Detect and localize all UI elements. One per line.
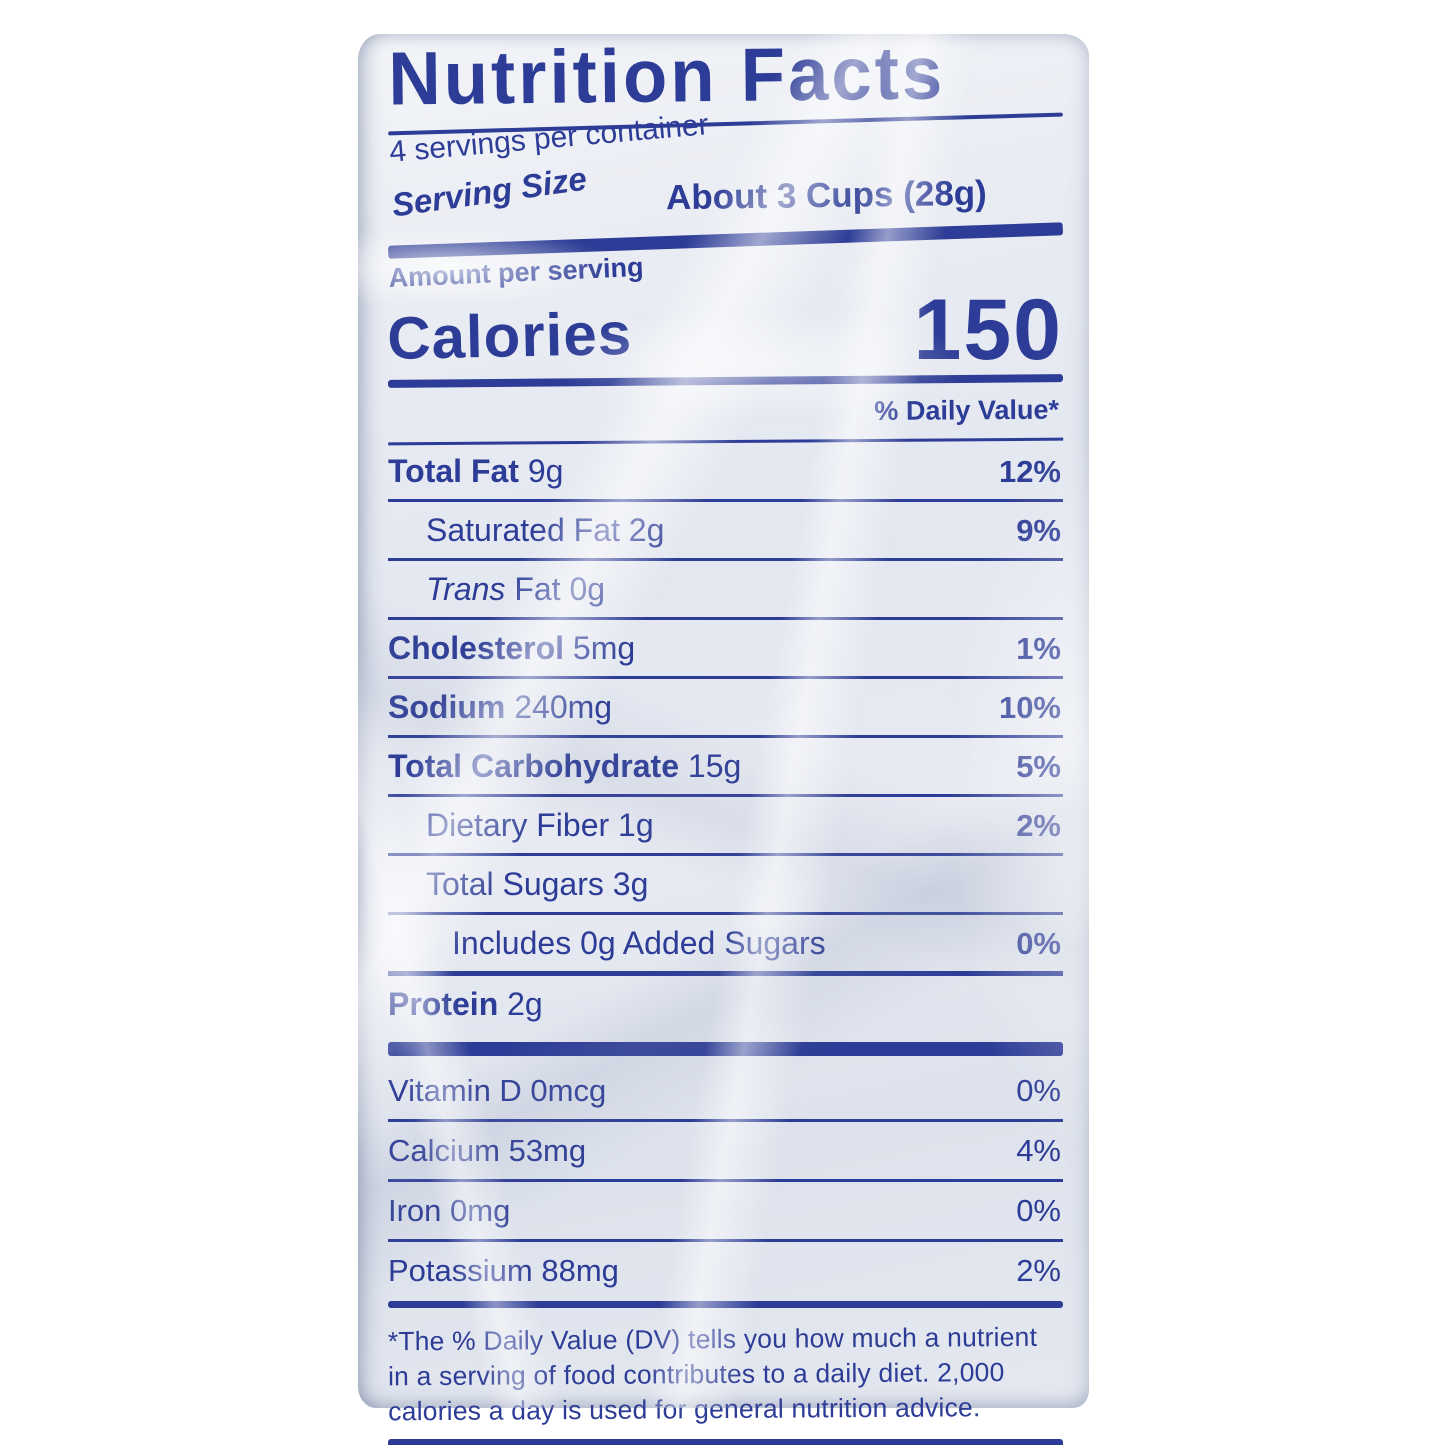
section-divider-bar (388, 1042, 1063, 1056)
nutrient-name-part: Sodium (388, 689, 506, 725)
daily-value-percent: 2% (1016, 808, 1061, 843)
vitamin-row: Calcium 53mg 4% (388, 1119, 1063, 1179)
nutrient-name: Calcium 53mg (388, 1133, 586, 1169)
nutrient-row: Trans Fat 0g (388, 558, 1063, 617)
nutrient-name-part: 240mg (505, 689, 613, 725)
nutrient-name: Protein 2g (388, 986, 543, 1023)
nutrient-name: Total Sugars 3g (388, 866, 648, 903)
nutrient-row: Total Sugars 3g (388, 853, 1063, 912)
nutrient-name: Total Fat 9g (388, 453, 563, 490)
nutrient-row: Total Carbohydrate 15g 5% (388, 735, 1063, 794)
nutrient-name-part: Calcium 53mg (388, 1133, 587, 1168)
nutrient-name: Potassium 88mg (388, 1253, 619, 1289)
daily-value-percent: 12% (998, 454, 1061, 489)
nutrient-name: Sodium 240mg (388, 689, 612, 726)
vitamin-row: Potassium 88mg 2% (388, 1239, 1063, 1299)
bottom-bar (388, 1438, 1063, 1445)
nutrient-name: Iron 0mg (388, 1193, 510, 1229)
nutrient-row: Cholesterol 5mg 1% (388, 617, 1063, 676)
nutrient-name-part: 9g (518, 453, 564, 489)
nutrient-name-part: Dietary Fiber 1g (426, 807, 654, 843)
nutrient-name-part: Total Carbohydrate (388, 748, 679, 784)
nutrient-name: Total Carbohydrate 15g (388, 748, 741, 785)
nutrient-name: Saturated Fat 2g (388, 512, 664, 549)
nutrient-name-part: Includes 0g Added Sugars (452, 925, 826, 961)
serving-size-value: About 3 Cups (28g) (665, 173, 988, 218)
nutrition-facts-label: Nutrition Facts 4 servings per container… (386, 32, 1064, 1445)
calories-label: Calories (386, 299, 633, 373)
nutrient-name: Cholesterol 5mg (388, 630, 635, 667)
nutrient-name-part: 2g (498, 986, 543, 1022)
nutrient-name: Includes 0g Added Sugars (388, 925, 826, 962)
daily-value-footnote: *The % Daily Value (DV) tells you how mu… (387, 1321, 1038, 1427)
calories-value: 150 (913, 282, 1063, 378)
nutrient-row: Saturated Fat 2g 9% (388, 499, 1063, 558)
nutrient-row: Total Fat 9g 12% (388, 443, 1063, 499)
nutrient-name-part: Fat 0g (505, 571, 606, 607)
nutrient-name-part: Saturated Fat 2g (426, 512, 665, 548)
package-bag: Nutrition Facts 4 servings per container… (358, 32, 1089, 1445)
daily-value-percent: 4% (1016, 1133, 1061, 1168)
nutrient-name-part: ium 88mg (482, 1253, 619, 1288)
serving-size-row: Serving Size About 3 Cups (28g) (388, 160, 1063, 224)
nutrient-name-part: 15g (679, 748, 742, 784)
nutrient-row: Includes 0g Added Sugars 0% (388, 912, 1063, 971)
nutrient-row: Protein 2g (388, 971, 1063, 1032)
daily-value-percent: 10% (998, 690, 1061, 725)
vitamin-rows: Vitamin D 0mcg 0% Calcium 53mg 4% Iron 0mg 0%… (388, 1062, 1063, 1299)
nutrient-name-part: Cholesterol (388, 630, 565, 666)
nutrient-row: Dietary Fiber 1g 2% (388, 794, 1063, 853)
nutrient-name-part: Trans (426, 571, 506, 607)
daily-value-percent: 5% (1016, 749, 1061, 784)
daily-value-percent: 0% (1016, 926, 1061, 961)
nutrient-name-part: Total Fat (388, 453, 519, 489)
daily-value-header: % Daily Value* (387, 382, 1064, 446)
vitamins-divider-bar (388, 1301, 1063, 1308)
daily-value-percent: 2% (1016, 1253, 1061, 1288)
daily-value-percent: 1% (1016, 631, 1061, 666)
daily-value-percent: 0% (1016, 1073, 1061, 1108)
nutrient-rows: Total Fat 9g 12% Saturated Fat 2g 9% Trans F… (388, 443, 1063, 1032)
nutrient-name-part: 5mg (564, 630, 636, 666)
nutrient-name-part: Protein (388, 986, 499, 1022)
daily-value-percent: 0% (1016, 1193, 1061, 1228)
nutrient-name-part: Potass (388, 1253, 483, 1288)
daily-value-percent: 9% (1016, 513, 1061, 548)
calories-row: Calories 150 (386, 282, 1063, 378)
nutrient-name-part: Iron (388, 1193, 442, 1228)
nutrient-name: Dietary Fiber 1g (388, 807, 654, 844)
nutrient-name-part: 0mg (441, 1193, 511, 1228)
nutrient-row: Sodium 240mg 10% (388, 676, 1063, 735)
nutrient-name-part: Vitamin D 0mcg (388, 1073, 607, 1108)
vitamin-row: Iron 0mg 0% (388, 1179, 1063, 1239)
vitamin-row: Vitamin D 0mcg 0% (388, 1062, 1063, 1119)
nutrient-name: Trans Fat 0g (388, 571, 605, 608)
nutrient-name: Vitamin D 0mcg (388, 1073, 606, 1109)
nutrient-name-part: Total Sugars 3g (426, 866, 649, 902)
